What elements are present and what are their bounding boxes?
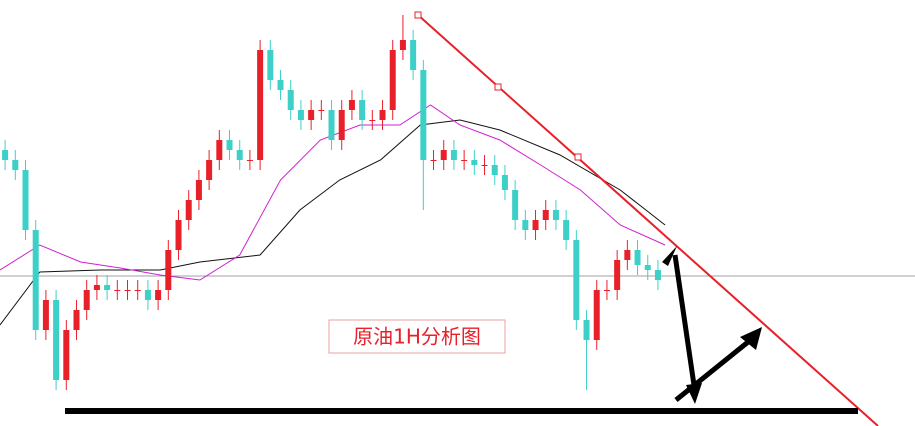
- arrow-head: [662, 246, 677, 266]
- candle-body: [410, 40, 417, 70]
- candle-body: [532, 220, 539, 230]
- candle-body: [522, 220, 529, 230]
- trend-point: [574, 153, 582, 161]
- candle-body: [389, 50, 396, 110]
- candle-body: [328, 110, 335, 140]
- candle-body: [155, 290, 162, 300]
- candle-body: [216, 140, 223, 160]
- candle-body: [348, 100, 355, 110]
- chart-title: 原油1H分析图: [353, 325, 481, 349]
- candle-body: [308, 110, 315, 120]
- candle-body: [104, 285, 111, 290]
- trend-line: [417, 14, 879, 426]
- candle-body: [267, 50, 274, 80]
- title-box: [328, 319, 506, 354]
- candle-body: [369, 120, 376, 121]
- candle-body: [593, 290, 600, 340]
- candle-body: [634, 250, 641, 265]
- moving-average: [0, 119, 666, 326]
- candle-body: [124, 290, 131, 291]
- candle-body: [603, 290, 610, 291]
- candle-body: [624, 250, 631, 260]
- candle-body: [583, 320, 590, 340]
- candle-body: [236, 150, 243, 160]
- candle-body: [63, 330, 70, 380]
- candle-body: [542, 210, 549, 220]
- candle-body: [42, 300, 49, 330]
- candle-body: [501, 175, 508, 190]
- candle-body: [226, 140, 233, 150]
- arrow-head: [740, 327, 762, 350]
- candle-body: [491, 165, 498, 175]
- candle-body: [481, 165, 488, 166]
- candle-body: [420, 70, 427, 160]
- candle-body: [563, 220, 570, 240]
- arrow-path: [672, 254, 755, 402]
- candle-body: [22, 170, 29, 230]
- candle-body: [359, 100, 366, 120]
- candle-body: [185, 200, 192, 220]
- candle-body: [440, 150, 447, 160]
- plot: [0, 15, 666, 390]
- candle-body: [93, 285, 100, 290]
- arrow-head: [686, 383, 702, 404]
- candle-body: [654, 270, 661, 280]
- candle-body: [246, 160, 253, 161]
- candle-body: [165, 250, 172, 290]
- candle-body: [114, 290, 121, 291]
- trend-point: [494, 83, 502, 91]
- candle-body: [297, 110, 304, 120]
- candle-body: [277, 80, 284, 90]
- candle-body: [287, 90, 294, 110]
- candle-body: [399, 40, 406, 50]
- candle-body: [338, 110, 345, 140]
- candle-body: [206, 160, 213, 180]
- candle-body: [83, 290, 90, 310]
- candle-body: [73, 310, 80, 330]
- candle-body: [134, 290, 141, 291]
- trend-point: [414, 11, 422, 19]
- candle-body: [379, 110, 386, 120]
- candle-body: [53, 300, 60, 380]
- candle-body: [461, 160, 468, 161]
- candle-body: [2, 150, 9, 160]
- candle-body: [144, 290, 151, 300]
- candle-body: [195, 180, 202, 200]
- candle-body: [644, 265, 651, 270]
- candle-body: [552, 210, 559, 220]
- candle-body: [471, 160, 478, 165]
- candle-body: [12, 160, 19, 170]
- candle-body: [614, 260, 621, 290]
- candle-body: [32, 230, 39, 330]
- candle-body: [318, 110, 325, 111]
- candle-body: [512, 190, 519, 220]
- candle-body: [175, 220, 182, 250]
- candle-body: [573, 240, 580, 320]
- candle-body: [257, 50, 264, 160]
- candle-body: [430, 160, 437, 161]
- candle-body: [450, 150, 457, 160]
